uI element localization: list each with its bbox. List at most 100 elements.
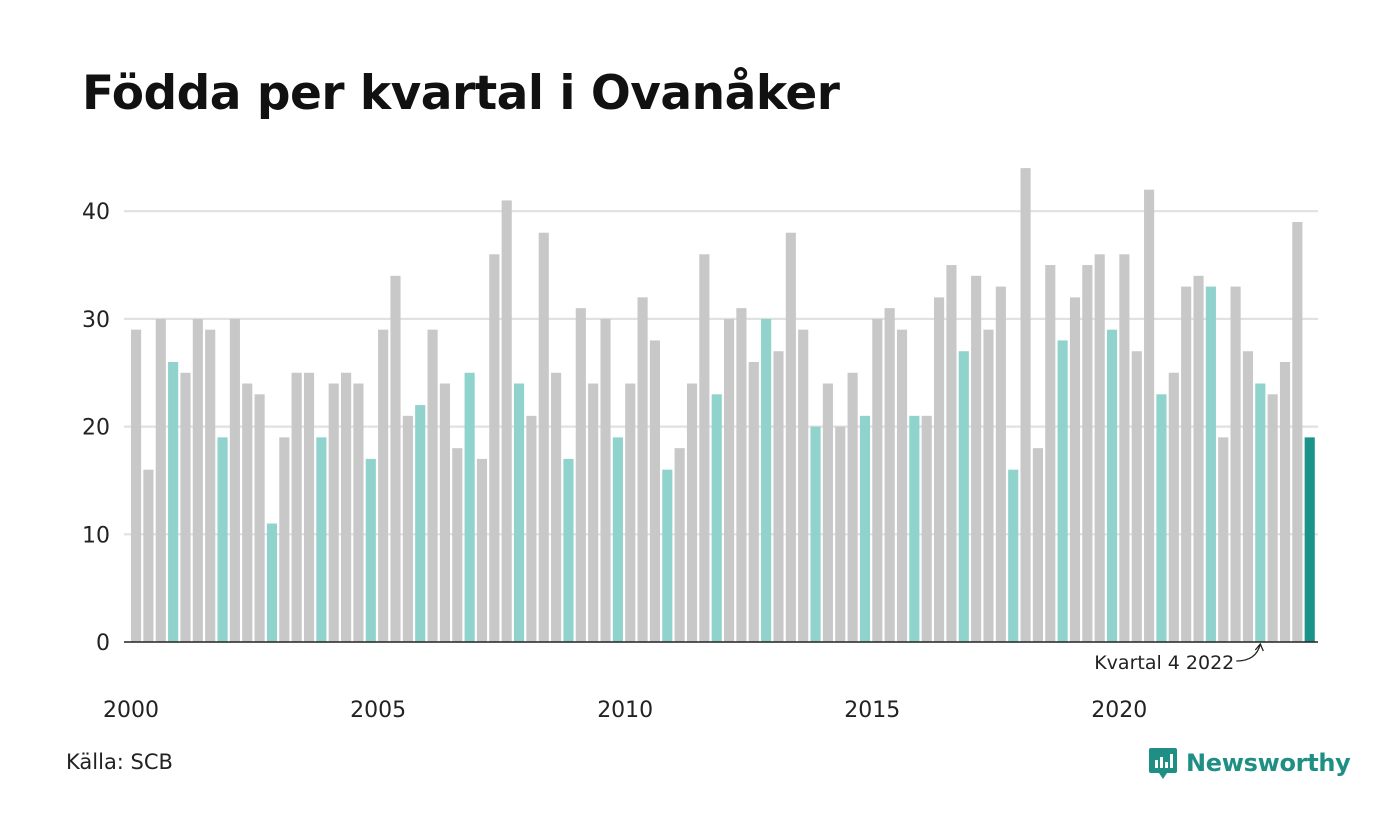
- y-tick-label: 0: [96, 631, 110, 656]
- bar: [131, 329, 142, 642]
- bar: [909, 415, 920, 642]
- bar: [637, 297, 648, 642]
- bar: [1094, 254, 1105, 642]
- bar: [1193, 275, 1204, 642]
- bar: [625, 383, 636, 642]
- bar: [971, 275, 982, 642]
- bar: [785, 232, 796, 643]
- bar: [1168, 372, 1179, 642]
- bar: [674, 448, 685, 642]
- bar: [254, 394, 265, 642]
- bar: [810, 426, 821, 642]
- y-tick-label: 20: [82, 416, 110, 441]
- bar: [501, 200, 512, 642]
- x-axis-ticks: 2000 2005 2010 2015 2020: [103, 698, 1147, 723]
- bar: [686, 383, 698, 642]
- bar: [538, 232, 549, 643]
- bar: [575, 308, 586, 642]
- bar: [934, 297, 945, 642]
- bar: [1255, 383, 1266, 642]
- bar: [588, 383, 599, 642]
- bar: [328, 383, 339, 642]
- bar: [464, 372, 475, 642]
- bar: [612, 437, 623, 642]
- bar: [1069, 297, 1081, 642]
- bar: [303, 372, 315, 642]
- bar: [1242, 351, 1254, 642]
- bar: [872, 318, 883, 642]
- bar: [427, 329, 438, 642]
- bar: [1082, 265, 1093, 642]
- bar: [1106, 329, 1118, 642]
- bar: [242, 383, 253, 642]
- bar: [1279, 361, 1291, 642]
- bar: [452, 448, 463, 642]
- bar: [415, 405, 426, 642]
- bar: [291, 372, 302, 642]
- bar: [736, 308, 747, 642]
- bar: [946, 265, 957, 642]
- bar: [180, 372, 191, 642]
- bar: [835, 426, 846, 642]
- bar: [1181, 286, 1192, 642]
- annotation: Kvartal 4 2022: [1094, 642, 1264, 674]
- bar: [1131, 351, 1142, 642]
- x-tick-label: 2005: [350, 698, 406, 723]
- bar: [921, 415, 932, 642]
- bar: [266, 523, 278, 642]
- bar: [1032, 448, 1043, 642]
- newsworthy-logo-icon: [1149, 748, 1177, 779]
- bar: [526, 415, 537, 642]
- bar: [822, 383, 833, 642]
- bar: [1230, 286, 1241, 642]
- bar: [1008, 469, 1019, 642]
- bar: [563, 458, 574, 642]
- bar: [155, 318, 166, 642]
- annotation-label: Kvartal 4 2022: [1094, 652, 1234, 674]
- bar: [859, 415, 871, 642]
- x-tick-label: 2010: [597, 698, 653, 723]
- y-tick-label: 30: [82, 308, 110, 333]
- bar: [192, 318, 203, 642]
- x-tick-label: 2015: [844, 698, 900, 723]
- bar: [995, 286, 1006, 642]
- bar: [798, 329, 809, 642]
- bar: [884, 308, 895, 642]
- brand-name: Newsworthy: [1186, 749, 1351, 777]
- bar: [229, 318, 240, 642]
- chart-title: Födda per kvartal i Ovanåker: [82, 66, 840, 121]
- bar: [662, 469, 673, 642]
- bar-chart: 0 10 20 30 40 2000 2005 2010 2015 2020 Kvartal 4…: [82, 168, 1318, 723]
- bar: [847, 372, 858, 642]
- bar: [711, 394, 722, 642]
- bar: [1045, 265, 1056, 642]
- bar: [958, 351, 969, 642]
- bar: [773, 351, 784, 642]
- bar: [476, 458, 488, 642]
- bar: [439, 383, 450, 642]
- bar: [316, 437, 327, 642]
- bar: [489, 254, 500, 642]
- bar: [1119, 254, 1130, 642]
- bar: [600, 318, 611, 642]
- brand-logo[interactable]: Newsworthy: [1148, 743, 1351, 783]
- x-tick-label: 2000: [103, 698, 159, 723]
- bar: [1304, 437, 1315, 642]
- y-tick-label: 40: [82, 200, 110, 225]
- bar: [699, 254, 710, 642]
- bar: [205, 329, 216, 642]
- bar: [748, 361, 759, 642]
- bar: [761, 318, 772, 642]
- bar: [402, 415, 413, 642]
- bar: [279, 437, 290, 642]
- bar: [551, 372, 562, 642]
- bar: [1020, 168, 1031, 642]
- bar: [1144, 189, 1155, 642]
- bar: [896, 329, 908, 642]
- x-tick-label: 2020: [1091, 698, 1147, 723]
- bar: [513, 383, 525, 642]
- bar: [143, 469, 154, 642]
- bar: [649, 340, 661, 642]
- bar: [1218, 437, 1229, 642]
- annotation-arrow: [1236, 642, 1264, 662]
